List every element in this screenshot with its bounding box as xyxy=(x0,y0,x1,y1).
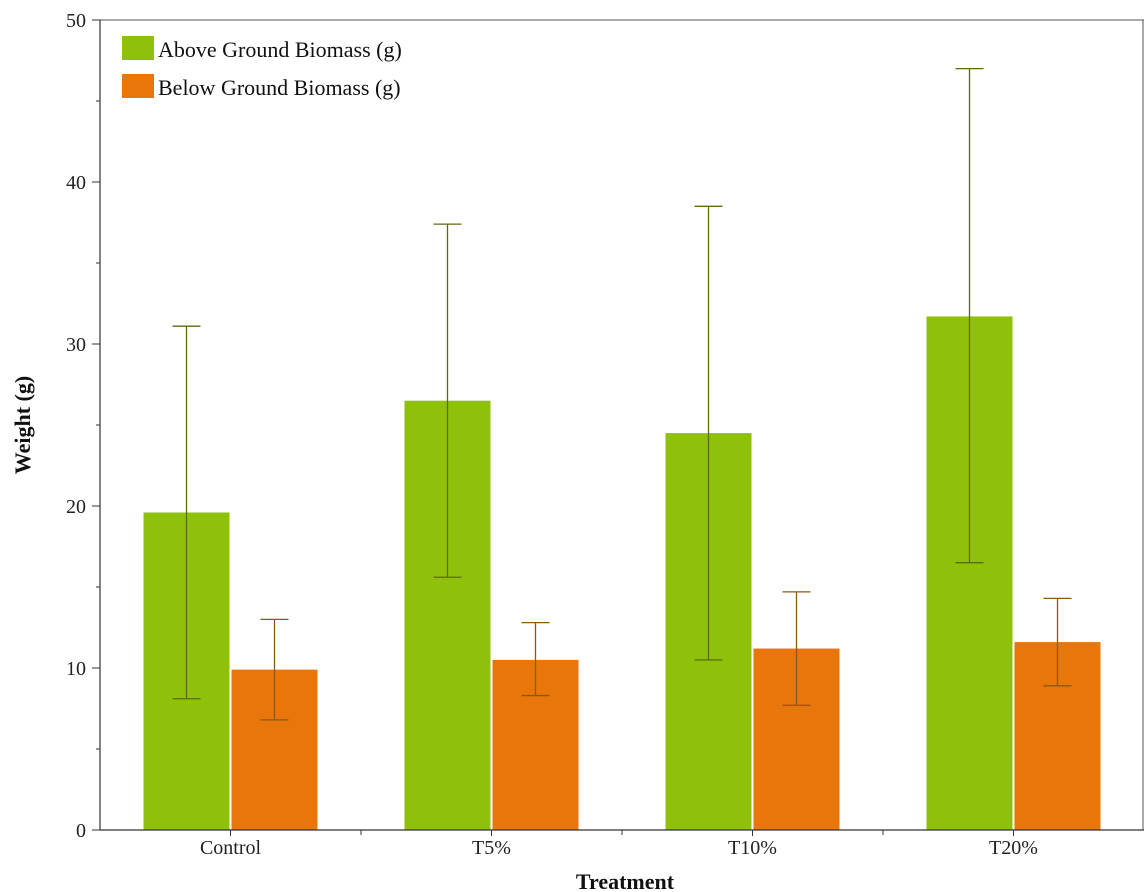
legend-label-below-ground: Below Ground Biomass (g) xyxy=(158,75,401,100)
bars xyxy=(143,316,1101,831)
y-axis-title: Weight (g) xyxy=(10,376,35,474)
y-tick-label: 30 xyxy=(66,334,86,356)
legend-swatch-above-ground xyxy=(122,36,154,60)
y-tick-label: 50 xyxy=(66,10,86,32)
error-bars xyxy=(172,67,1072,721)
x-tick-label: T5% xyxy=(472,837,511,859)
y-tick-label: 20 xyxy=(66,496,86,518)
x-axis-title: Treatment xyxy=(576,869,675,892)
y-tick-label: 40 xyxy=(66,172,86,194)
x-tick-label: T10% xyxy=(728,837,777,859)
plot-frame xyxy=(100,19,1144,830)
axes: 0 10 20 30 40 50 Control T5% T10% T20% xyxy=(66,10,1144,859)
y-tick-label: 10 xyxy=(66,658,86,680)
legend: Above Ground Biomass (g) Below Ground Bi… xyxy=(122,36,402,100)
x-tick-label: T20% xyxy=(989,837,1038,859)
legend-label-above-ground: Above Ground Biomass (g) xyxy=(158,37,402,62)
y-tick-label: 0 xyxy=(76,820,86,842)
x-tick-label: Control xyxy=(200,837,262,859)
legend-swatch-below-ground xyxy=(122,74,154,98)
